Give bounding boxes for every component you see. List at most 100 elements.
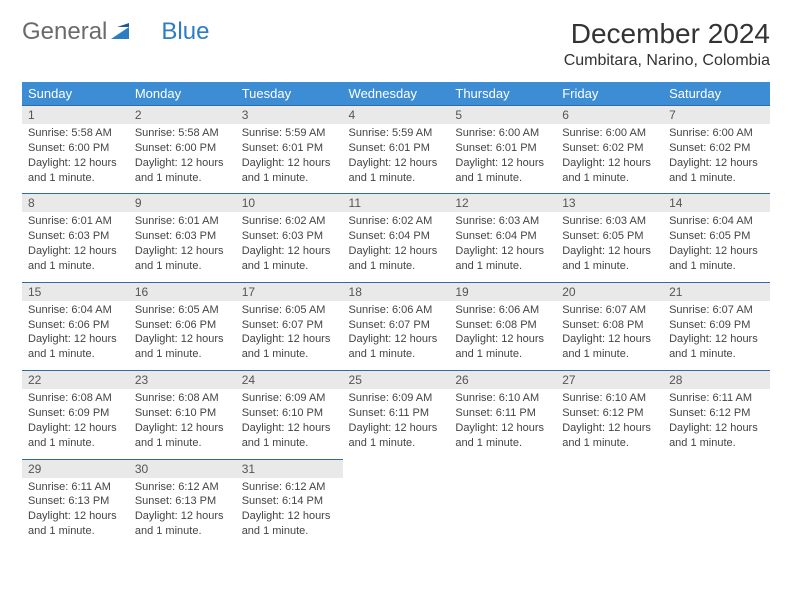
day-day1: Daylight: 12 hours [669, 156, 764, 171]
day-header: Saturday [663, 82, 770, 106]
day-sunset: Sunset: 6:14 PM [242, 494, 337, 509]
day-number-cell: 25 [343, 371, 450, 390]
day-number-cell: 16 [129, 282, 236, 301]
day-sunset: Sunset: 6:03 PM [28, 229, 123, 244]
day-day2: and 1 minute. [28, 524, 123, 539]
day-body-cell [449, 478, 556, 547]
day-day2: and 1 minute. [669, 171, 764, 186]
day-sunrise: Sunrise: 6:08 AM [135, 391, 230, 406]
day-day2: and 1 minute. [455, 171, 550, 186]
day-body-cell: Sunrise: 6:09 AMSunset: 6:10 PMDaylight:… [236, 389, 343, 459]
day-day1: Daylight: 12 hours [349, 332, 444, 347]
day-sunset: Sunset: 6:00 PM [28, 141, 123, 156]
day-number-cell: 31 [236, 459, 343, 478]
day-body-cell: Sunrise: 6:00 AMSunset: 6:01 PMDaylight:… [449, 124, 556, 194]
day-number-cell: 22 [22, 371, 129, 390]
month-title: December 2024 [564, 18, 770, 50]
day-body-cell: Sunrise: 6:00 AMSunset: 6:02 PMDaylight:… [556, 124, 663, 194]
day-day1: Daylight: 12 hours [28, 421, 123, 436]
day-number-cell: 7 [663, 106, 770, 125]
day-day1: Daylight: 12 hours [455, 421, 550, 436]
day-body-cell [663, 478, 770, 547]
day-body-row: Sunrise: 6:01 AMSunset: 6:03 PMDaylight:… [22, 212, 770, 282]
day-sunrise: Sunrise: 6:10 AM [562, 391, 657, 406]
day-body-cell: Sunrise: 6:05 AMSunset: 6:07 PMDaylight:… [236, 301, 343, 371]
day-day1: Daylight: 12 hours [349, 156, 444, 171]
day-sunrise: Sunrise: 6:07 AM [562, 303, 657, 318]
day-day2: and 1 minute. [562, 171, 657, 186]
day-sunrise: Sunrise: 6:01 AM [135, 214, 230, 229]
header: General Blue December 2024 Cumbitara, Na… [22, 18, 770, 70]
day-sunset: Sunset: 6:08 PM [562, 318, 657, 333]
day-number-cell: 29 [22, 459, 129, 478]
day-number-cell: 23 [129, 371, 236, 390]
day-sunrise: Sunrise: 6:08 AM [28, 391, 123, 406]
day-sunset: Sunset: 6:13 PM [28, 494, 123, 509]
day-number-cell: 12 [449, 194, 556, 213]
location: Cumbitara, Narino, Colombia [564, 52, 770, 70]
day-day2: and 1 minute. [242, 436, 337, 451]
day-number-cell: 14 [663, 194, 770, 213]
day-number-cell: 21 [663, 282, 770, 301]
day-body-row: Sunrise: 6:08 AMSunset: 6:09 PMDaylight:… [22, 389, 770, 459]
day-header: Monday [129, 82, 236, 106]
day-sunset: Sunset: 6:11 PM [455, 406, 550, 421]
day-day1: Daylight: 12 hours [135, 509, 230, 524]
day-body-cell: Sunrise: 6:04 AMSunset: 6:06 PMDaylight:… [22, 301, 129, 371]
day-header: Sunday [22, 82, 129, 106]
day-day2: and 1 minute. [455, 436, 550, 451]
day-day2: and 1 minute. [28, 171, 123, 186]
day-body-cell: Sunrise: 6:02 AMSunset: 6:03 PMDaylight:… [236, 212, 343, 282]
day-number-cell: 2 [129, 106, 236, 125]
day-day1: Daylight: 12 hours [562, 421, 657, 436]
day-day1: Daylight: 12 hours [242, 421, 337, 436]
day-sunset: Sunset: 6:09 PM [669, 318, 764, 333]
day-sunrise: Sunrise: 5:58 AM [28, 126, 123, 141]
day-number-cell: 19 [449, 282, 556, 301]
day-body-cell: Sunrise: 5:58 AMSunset: 6:00 PMDaylight:… [22, 124, 129, 194]
day-sunrise: Sunrise: 6:00 AM [669, 126, 764, 141]
day-day1: Daylight: 12 hours [28, 332, 123, 347]
day-header-row: Sunday Monday Tuesday Wednesday Thursday… [22, 82, 770, 106]
day-day2: and 1 minute. [349, 171, 444, 186]
day-sunrise: Sunrise: 6:01 AM [28, 214, 123, 229]
day-day1: Daylight: 12 hours [349, 421, 444, 436]
day-number-cell: 27 [556, 371, 663, 390]
day-number-cell: 17 [236, 282, 343, 301]
day-sunrise: Sunrise: 6:02 AM [349, 214, 444, 229]
day-day2: and 1 minute. [562, 347, 657, 362]
day-number-cell [343, 459, 450, 478]
day-day2: and 1 minute. [562, 436, 657, 451]
day-sunset: Sunset: 6:05 PM [669, 229, 764, 244]
day-number-cell: 28 [663, 371, 770, 390]
day-body-cell: Sunrise: 6:07 AMSunset: 6:09 PMDaylight:… [663, 301, 770, 371]
day-sunrise: Sunrise: 6:09 AM [242, 391, 337, 406]
day-number-cell: 26 [449, 371, 556, 390]
day-number-cell: 1 [22, 106, 129, 125]
day-day1: Daylight: 12 hours [669, 244, 764, 259]
day-sunrise: Sunrise: 6:12 AM [135, 480, 230, 495]
day-sunrise: Sunrise: 5:59 AM [242, 126, 337, 141]
day-sunrise: Sunrise: 6:12 AM [242, 480, 337, 495]
day-body-cell: Sunrise: 6:05 AMSunset: 6:06 PMDaylight:… [129, 301, 236, 371]
day-day2: and 1 minute. [242, 171, 337, 186]
day-day1: Daylight: 12 hours [28, 156, 123, 171]
day-body-cell: Sunrise: 6:10 AMSunset: 6:12 PMDaylight:… [556, 389, 663, 459]
day-day2: and 1 minute. [135, 436, 230, 451]
day-body-cell: Sunrise: 6:04 AMSunset: 6:05 PMDaylight:… [663, 212, 770, 282]
day-day2: and 1 minute. [455, 347, 550, 362]
day-sunrise: Sunrise: 6:11 AM [669, 391, 764, 406]
day-body-cell: Sunrise: 6:11 AMSunset: 6:12 PMDaylight:… [663, 389, 770, 459]
day-day2: and 1 minute. [455, 259, 550, 274]
day-sunset: Sunset: 6:01 PM [455, 141, 550, 156]
day-sunrise: Sunrise: 6:07 AM [669, 303, 764, 318]
day-sunrise: Sunrise: 6:03 AM [455, 214, 550, 229]
day-sunrise: Sunrise: 6:00 AM [562, 126, 657, 141]
day-number-cell: 18 [343, 282, 450, 301]
day-day2: and 1 minute. [28, 347, 123, 362]
day-body-cell: Sunrise: 6:01 AMSunset: 6:03 PMDaylight:… [22, 212, 129, 282]
day-sunrise: Sunrise: 6:10 AM [455, 391, 550, 406]
day-day1: Daylight: 12 hours [242, 509, 337, 524]
day-body-cell: Sunrise: 6:02 AMSunset: 6:04 PMDaylight:… [343, 212, 450, 282]
day-body-cell: Sunrise: 6:11 AMSunset: 6:13 PMDaylight:… [22, 478, 129, 547]
